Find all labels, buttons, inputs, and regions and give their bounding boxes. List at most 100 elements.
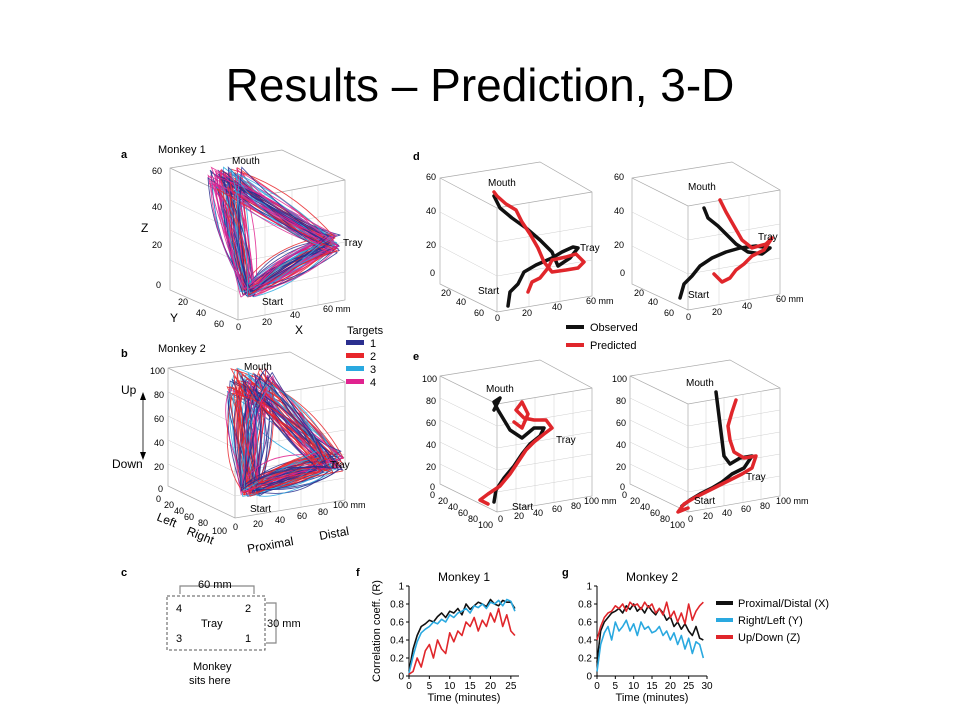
panel-c-width-bracket [179,585,255,594]
panel-a-trajectory [226,186,340,296]
panel-g-xtick-label: 20 [665,681,677,692]
panel-e-left-ztick-80: 80 [426,396,436,406]
panel-g-ytick-label: 0.6 [578,618,592,629]
panel-e-left-predicted-path [478,400,554,506]
panel-e-right-box [629,359,781,513]
panel-d-right-ytick-20: 20 [634,288,644,298]
panel-b-xtick-0: 0 [233,522,238,532]
panel-g-xtick-label: 30 [701,681,713,692]
panel-a-trajectory [230,168,321,298]
panel-f-series-3-line [408,607,516,675]
panel-a-ztick-40: 40 [152,202,162,212]
panel-e-left-plot: 100 80 60 40 20 0 0 20 40 60 80 100 0 20… [422,359,617,530]
panel-b-trajectory [249,381,341,492]
targets-legend-label-2: 2 [370,351,376,363]
targets-legend: Targets 1 2 3 4 [346,325,384,389]
panel-e-left-ytick-60: 60 [458,508,468,518]
panel-e-right-ztick-100: 100 [612,374,627,384]
targets-legend-title: Targets [347,325,384,337]
panel-b-trajectory [233,374,326,497]
correlation-legend-swatch-3 [716,635,733,639]
panel-d-right-ztick-60: 60 [614,172,624,182]
targets-legend-item-3: 3 [346,364,376,376]
panel-d-left-ztick-20: 20 [426,240,436,250]
panel-e-left-xtick-100: 100 mm [584,496,617,506]
panel-d-right-xtick-40: 40 [742,301,752,311]
panel-a-xtick-60: 60 mm [323,304,351,314]
targets-legend-swatch-1 [346,340,364,345]
panel-d-left-predicted-path [492,190,586,294]
panel-b-trajectory [249,376,344,496]
panel-e-left-ytick-80: 80 [468,514,478,524]
panel-b-trajectory [247,381,339,494]
panel-e-right-mouth: Mouth [686,378,714,389]
panel-e-right-ztick-20: 20 [616,462,626,472]
panel-b-ztick-100: 100 [150,366,165,376]
panel-e-right-ytick-80: 80 [660,514,670,524]
panel-b-title: Monkey 2 [158,343,206,355]
panel-b-ytick-80: 80 [198,518,208,528]
panel-f-ytick-label: 0.4 [390,636,404,647]
panel-d-left-ztick-0: 0 [430,268,435,278]
panel-d-right-ztick-0: 0 [620,268,625,278]
panel-c-height-bracket [266,602,277,644]
panel-b-trajectory [238,382,322,484]
panel-a-trajectory [210,166,338,289]
panel-f-ytick-label: 1 [398,582,404,593]
panel-a-ztick-20: 20 [152,240,162,250]
panel-d-right-ytick-60: 60 [664,308,674,318]
panel-e-left-xtick-60: 60 [552,504,562,514]
panel-d-left-box [439,161,593,313]
panel-e-left-xtick-40: 40 [533,508,543,518]
panel-c-tray-outline [166,595,266,651]
panel-d-right-xtick-20: 20 [712,307,722,317]
panel-a-trajectory [237,185,330,293]
panel-e-left-ztick-60: 60 [426,418,436,428]
panel-b-ztick-20: 20 [154,462,164,472]
panel-a-trajectory [234,172,336,289]
panel-b-trajectory [237,386,329,484]
panel-e-right-observed-path [680,390,754,508]
targets-legend-label-3: 3 [370,364,376,376]
panel-c-letter: c [121,567,127,579]
targets-legend-swatch-3 [346,366,364,371]
panel-e-left-xtick-20: 20 [514,511,524,521]
panel-b-ytick-0: 0 [156,494,161,504]
panel-d-left-ztick-60: 60 [426,172,436,182]
panel-b-ytick-40: 40 [174,506,184,516]
panel-e-left-ztick-40: 40 [426,440,436,450]
panel-a-trajectory [219,171,335,290]
panel-g-xtick-label: 10 [628,681,640,692]
panel-e-left-ytick-100: 100 [478,520,493,530]
panel-e-left-ytick-40: 40 [448,502,458,512]
panel-d-left-xtick-60: 60 mm [586,296,614,306]
panel-e-left-start: Start [512,502,533,513]
panel-b-xtick-40: 40 [275,515,285,525]
panel-d-left-mouth: Mouth [488,178,516,189]
panel-a-ytick-20: 20 [178,297,188,307]
panel-e-right-xtick-80: 80 [760,501,770,511]
panel-e-left-ztick-20: 20 [426,462,436,472]
panel-d-right-tray: Tray [758,232,778,243]
panel-a-mouth: Mouth [232,156,260,167]
panel-e-left-xtick-0: 0 [498,514,503,524]
panel-a-start: Start [262,297,283,308]
panel-b-trajectory [240,373,328,492]
panel-d-right-xtick-60: 60 mm [776,294,804,304]
panel-b-trajectory [244,371,344,488]
panel-a-zlabel: Z [141,221,148,235]
panel-a-xtick-0: 0 [236,322,241,332]
panel-g-xtick-label: 15 [646,681,658,692]
panel-d-left-xtick-20: 20 [522,308,532,318]
panel-g-ytick-label: 0.2 [578,654,592,665]
panel-d-left-grid [439,197,593,307]
panel-a-trajectory [236,173,332,295]
targets-legend-swatch-2 [346,353,364,358]
panel-d-left-tray: Tray [580,243,600,254]
targets-legend-label-1: 1 [370,338,376,350]
panel-b-updown-arrowheads [140,392,146,460]
panel-f-xtick-label: 15 [465,681,477,692]
panel-b-tray: Tray [330,460,350,471]
